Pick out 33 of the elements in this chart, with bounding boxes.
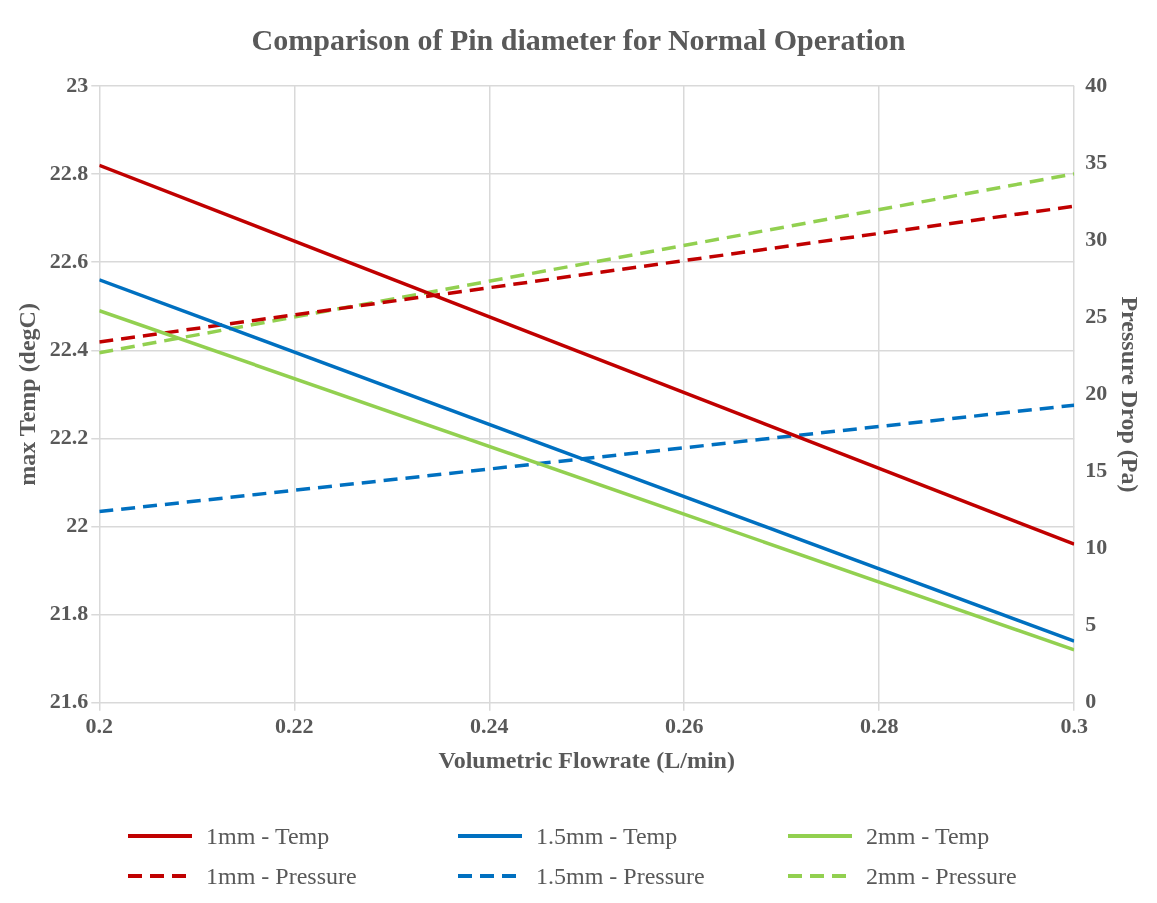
y-tick-label: 22.6 — [49, 247, 89, 273]
legend-label: 2mm - Temp — [866, 822, 990, 850]
legend-label: 2mm - Pressure — [866, 862, 1017, 890]
x-tick-label: 0.24 — [470, 712, 509, 738]
legend-label: 1mm - Pressure — [206, 862, 357, 890]
y2-tick-label: 25 — [1085, 302, 1108, 328]
y-tick-label: 21.8 — [49, 600, 89, 626]
x-tick-label: 0.3 — [1060, 712, 1088, 738]
y2-tick-label: 30 — [1085, 225, 1108, 251]
x-tick-label: 0.28 — [859, 712, 899, 738]
y2-tick-label: 0 — [1085, 688, 1097, 714]
y2-axis-title: Pressure Drop (Pa) — [1117, 296, 1144, 493]
x-tick-label: 0.26 — [664, 712, 704, 738]
x-tick-label: 0.22 — [275, 712, 314, 738]
y2-tick-label: 40 — [1085, 71, 1108, 97]
y-tick-label: 22.8 — [49, 159, 89, 185]
y-axis-title: max Temp (degC) — [13, 303, 40, 486]
legend-label: 1.5mm - Pressure — [536, 862, 705, 890]
y2-tick-label: 35 — [1085, 148, 1108, 174]
y2-tick-label: 5 — [1085, 611, 1097, 637]
x-tick-label: 0.2 — [85, 712, 114, 738]
chart-title: Comparison of Pin diameter for Normal Operation — [251, 22, 906, 56]
legend-label: 1mm - Temp — [206, 822, 330, 850]
y2-tick-label: 20 — [1085, 380, 1108, 406]
y-tick-label: 23 — [66, 71, 89, 97]
x-axis-title: Volumetric Flowrate (L/min) — [438, 746, 735, 773]
y2-tick-label: 15 — [1085, 457, 1108, 483]
y-tick-label: 22.4 — [49, 336, 89, 362]
y-tick-label: 22.2 — [49, 424, 89, 450]
y-tick-label: 22 — [66, 512, 89, 538]
legend-label: 1.5mm - Temp — [536, 822, 678, 850]
y-tick-label: 21.6 — [49, 688, 89, 714]
y2-tick-label: 10 — [1085, 534, 1108, 560]
